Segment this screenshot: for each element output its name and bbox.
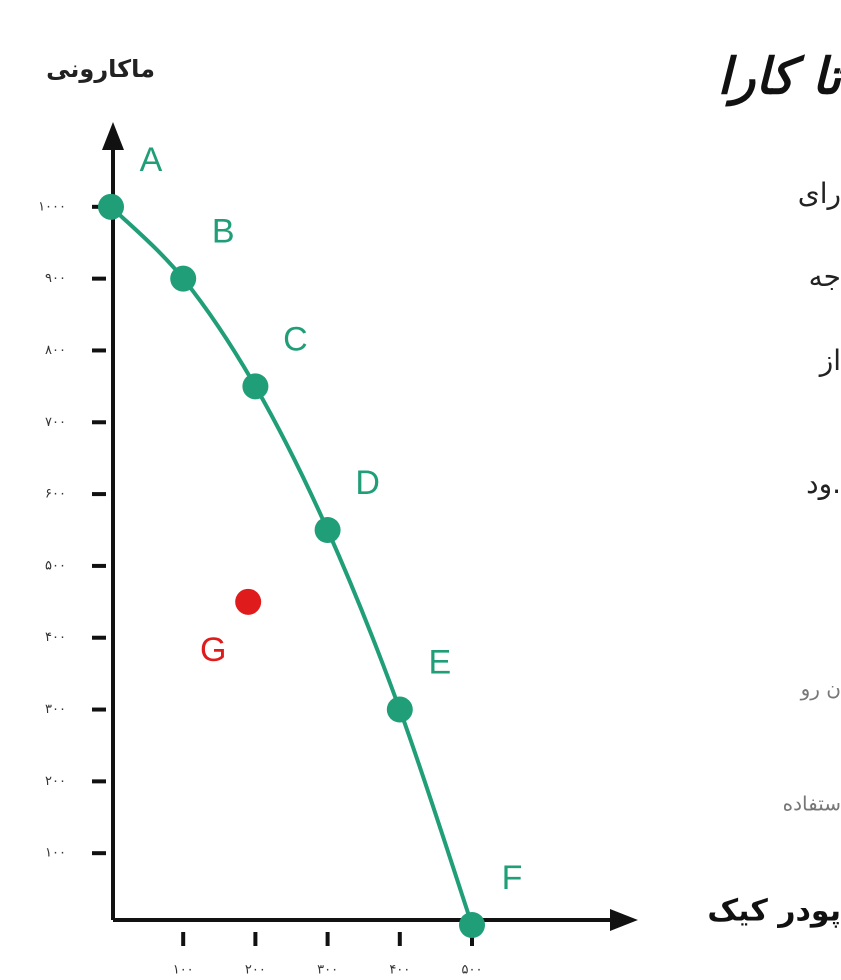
y-axis-label: ماکارونی <box>46 55 155 83</box>
x-tick-label: ۳۰۰ <box>317 963 338 978</box>
point-label: B <box>212 213 235 251</box>
point-label: C <box>283 320 308 358</box>
y-tick-label: ۴۰۰ <box>45 630 66 645</box>
point <box>235 588 262 615</box>
side-line: از <box>818 344 841 377</box>
y-tick-label: ۱۰۰ <box>45 846 66 861</box>
page-title: تا کارا <box>717 48 841 107</box>
y-tick-label: ۶۰۰ <box>45 487 66 502</box>
x-tick-label: ۴۰۰ <box>389 963 410 978</box>
point <box>459 912 485 938</box>
curve <box>109 205 474 926</box>
point-label: G <box>200 631 226 669</box>
point-label: D <box>355 464 380 502</box>
side-line: رای <box>798 177 841 210</box>
point-label: F <box>502 859 523 897</box>
side-line: جه <box>809 260 841 293</box>
point <box>98 193 124 220</box>
x-tick-label: ۱۰۰ <box>173 963 194 978</box>
y-arrow <box>102 122 124 150</box>
y-tick-label: ۱۰۰۰ <box>38 199 66 214</box>
y-tick-label: ۹۰۰ <box>45 271 66 286</box>
y-tick-label: ۳۰۰ <box>45 702 66 717</box>
x-arrow <box>610 909 638 931</box>
x-tick-label: ۵۰۰ <box>462 963 483 978</box>
y-tick-label: ۵۰۰ <box>45 558 66 573</box>
y-tick-label: ۸۰۰ <box>45 343 66 358</box>
point <box>314 517 341 543</box>
point-label: E <box>428 644 451 682</box>
side-faint: ن رو <box>800 677 841 701</box>
point-label: A <box>140 141 163 179</box>
point <box>242 373 269 400</box>
point <box>170 265 197 292</box>
x-axis-label: پودر کیک <box>707 894 841 929</box>
y-tick-label: ۷۰۰ <box>45 415 66 430</box>
y-tick-label: ۲۰۰ <box>45 774 66 789</box>
x-tick-label: ۲۰۰ <box>245 963 266 978</box>
side-line: ود. <box>806 467 841 500</box>
side-faint: ستفاده <box>783 792 841 816</box>
point <box>386 696 413 723</box>
